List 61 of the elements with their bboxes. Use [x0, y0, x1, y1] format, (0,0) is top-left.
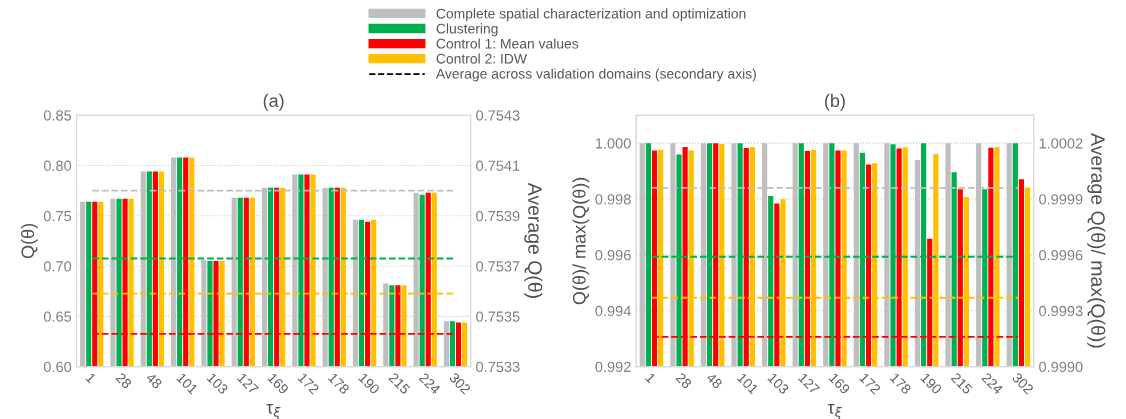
y2-tick-label: 0.7535	[476, 311, 520, 322]
x-axis-title: τ$_{ξ}$	[266, 404, 281, 419]
y2-tick-label: 1.0002	[1039, 138, 1083, 149]
y-tick-label: 0.85	[43, 110, 72, 121]
x-tick-label: 224	[981, 372, 1004, 395]
y-tick-label: 0.80	[43, 160, 72, 171]
y-tick-label: 0.996	[595, 249, 631, 261]
y-tick-label: 0.75	[43, 210, 72, 222]
x-tick-label: 178	[889, 372, 912, 395]
x-tick-label: 1	[85, 372, 97, 384]
x-tick-label: 302	[1011, 372, 1035, 395]
y2-tick-label: 0.7537	[476, 261, 520, 272]
x-axis-title: τ$_{ξ}$	[827, 404, 842, 419]
x-tick-label: 172	[297, 372, 320, 395]
y-tick-label: 0.998	[595, 194, 631, 205]
x-tick-label: 169	[267, 372, 290, 395]
x-tick-label: 190	[920, 372, 943, 395]
y-tick-label: 1.000	[595, 138, 631, 149]
text: Average across validation domains (secondary axis)	[435, 68, 756, 82]
y2-tick-label: 0.9990	[1039, 361, 1083, 373]
y-tick-label: 0.60	[43, 361, 72, 373]
y-axis-title: Q(θ)	[20, 223, 38, 259]
x-tick-label: 169	[828, 372, 851, 395]
x-tick-label: 172	[859, 372, 882, 395]
legend-label: Clustering	[436, 23, 498, 37]
y-tick-label: 0.70	[43, 261, 72, 272]
chart-title: (a)	[263, 93, 284, 111]
y2-tick-label: 0.9996	[1039, 249, 1083, 261]
x-tick-label: 215	[950, 372, 973, 395]
x-tick-label: 101	[176, 372, 199, 395]
y2-tick-label: 0.9999	[1039, 194, 1083, 205]
x-tick-label: 28	[675, 372, 693, 390]
x-tick-label: 215	[388, 372, 411, 395]
x-tick-label: 127	[797, 372, 820, 395]
x-tick-label: 178	[327, 372, 350, 395]
y2-tick-label: 0.7533	[476, 361, 520, 373]
legend-label: Complete spatial characterization and optimization	[436, 8, 746, 22]
x-tick-label: 302	[448, 372, 472, 395]
legend-label: Control 2: IDW	[436, 53, 527, 64]
y2-axis-title: Average Q(θ)/ max(Q(θ))	[1087, 133, 1106, 348]
x-tick-label: 48	[705, 371, 723, 390]
x-tick-label: 48	[145, 371, 163, 390]
y2-tick-label: 0.7541	[476, 160, 520, 171]
y2-tick-label: 0.9993	[1039, 305, 1083, 317]
x-tick-label: 224	[418, 372, 442, 395]
x-tick-label: 190	[358, 372, 381, 395]
x-tick-label: 28	[115, 372, 133, 390]
y-tick-label: 0.65	[43, 311, 72, 322]
x-tick-label: 103	[206, 372, 229, 395]
legend-label: Control 1: Mean values	[436, 38, 579, 49]
y-axis-title: Q(θ)/ max(Q(θ))	[572, 177, 590, 305]
y2-axis-title: Average Q(θ)	[524, 182, 543, 298]
y2-tick-label: 0.7543	[476, 110, 520, 121]
y-tick-label: 0.992	[595, 361, 631, 373]
x-tick-label: 1	[645, 372, 657, 384]
y2-tick-label: 0.7539	[476, 210, 520, 222]
x-tick-label: 127	[236, 372, 259, 395]
x-tick-label: 103	[767, 372, 790, 395]
x-tick-label: 101	[736, 372, 759, 395]
y-tick-label: 0.994	[595, 305, 631, 317]
chart-title: (b)	[825, 93, 845, 111]
